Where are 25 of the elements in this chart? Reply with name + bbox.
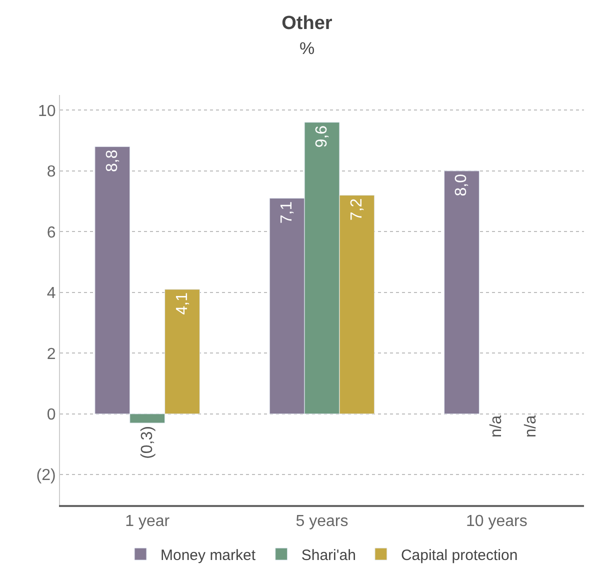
data-label: 8,0 bbox=[453, 174, 470, 196]
y-tick-label: 6 bbox=[46, 224, 56, 242]
x-tick-label: 10 years bbox=[466, 513, 528, 530]
y-tick-label: 8 bbox=[46, 164, 56, 181]
data-label: 8,8 bbox=[104, 150, 121, 172]
text: n/a bbox=[488, 415, 505, 438]
x-tick-label: 5 years bbox=[296, 513, 348, 530]
legend-label: Money market bbox=[160, 546, 256, 564]
legend-label: Capital protection bbox=[400, 546, 518, 564]
legend-label: Shari'ah bbox=[301, 546, 356, 564]
y-tick-label: 2 bbox=[46, 346, 56, 363]
data-label: 9,6 bbox=[314, 125, 330, 148]
y-tick-label: 4 bbox=[46, 285, 56, 302]
data-label: 7,1 bbox=[278, 201, 296, 224]
chart-title: Other bbox=[282, 13, 333, 34]
y-tick-label: 0 bbox=[46, 406, 56, 424]
chart-subtitle: % bbox=[299, 38, 315, 58]
x-tick-label: 1 year bbox=[125, 513, 170, 530]
data-label: 7,2 bbox=[348, 198, 366, 221]
data-label: 4,1 bbox=[174, 292, 191, 315]
y-tick-label: (2) bbox=[36, 467, 56, 484]
y-tick-label: 10 bbox=[38, 102, 56, 120]
text: n/a bbox=[522, 415, 540, 438]
bar bbox=[444, 170, 480, 414]
data-label: (0,3) bbox=[138, 426, 156, 459]
